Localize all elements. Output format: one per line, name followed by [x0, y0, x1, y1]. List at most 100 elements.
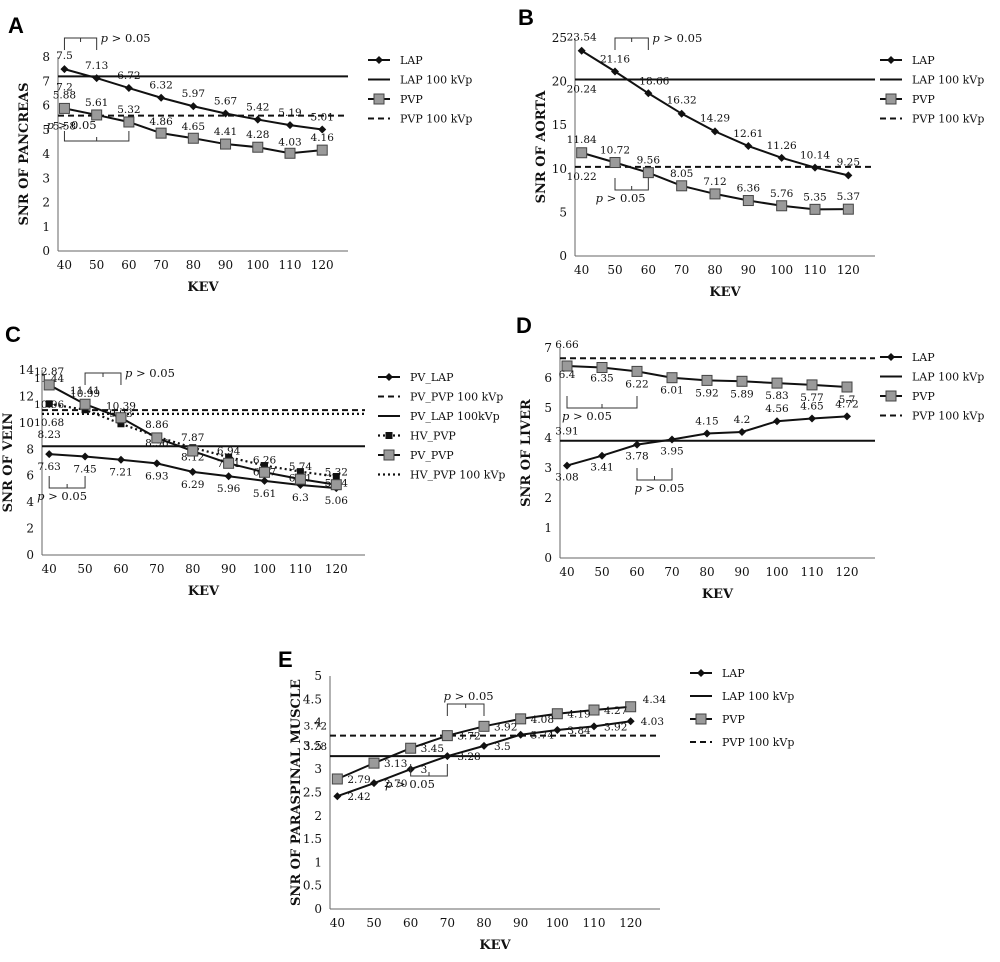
- data-label: 8.86: [145, 419, 169, 431]
- data-point: [187, 445, 199, 457]
- data-point: [563, 461, 571, 470]
- y-tick-label: 3.5: [303, 739, 322, 753]
- legend-entry: LAP: [912, 54, 935, 67]
- y-tick-label: 0: [314, 902, 322, 916]
- data-point: [644, 89, 653, 98]
- data-point: [318, 125, 327, 134]
- x-tick-label: 120: [311, 258, 334, 272]
- x-tick-label: 110: [801, 565, 824, 579]
- significance-bracket: [614, 178, 649, 191]
- data-label: 8.05: [670, 168, 693, 180]
- data-point: [284, 147, 296, 159]
- data-label: 5.32: [325, 467, 348, 479]
- data-label: 3.78: [625, 451, 648, 463]
- data-point: [58, 102, 70, 114]
- data-point: [151, 432, 163, 444]
- y-tick-label: 4: [42, 147, 50, 161]
- significance-label: p > 0.05: [47, 118, 97, 132]
- y-axis-title: SNR OF PARASPINAL MUSCLE: [289, 679, 304, 906]
- y-axis-title: SNR OF AORTA: [534, 90, 549, 204]
- data-label: 2.42: [347, 791, 370, 803]
- significance-label: p > 0.05: [125, 366, 175, 380]
- data-label: 23.54: [567, 32, 597, 44]
- data-point: [370, 779, 378, 788]
- y-tick-label: 6: [26, 469, 34, 483]
- data-label: 6.32: [149, 80, 172, 92]
- x-tick-label: 60: [641, 263, 656, 277]
- data-label: 3.95: [660, 446, 683, 458]
- data-label: 5.88: [53, 89, 76, 101]
- x-tick-label: 110: [583, 916, 606, 930]
- data-label: 7.45: [73, 464, 96, 476]
- data-point: [480, 741, 488, 750]
- x-tick-label: 110: [289, 562, 312, 576]
- data-label: 5.89: [730, 388, 753, 400]
- y-tick-label: 0.5: [303, 879, 322, 893]
- y-tick-label: 1: [42, 220, 50, 234]
- data-point: [81, 406, 89, 414]
- x-axis-title: KEV: [479, 938, 511, 953]
- legend-entry: PVP: [912, 93, 935, 106]
- data-label: 3.28: [457, 751, 480, 763]
- data-point: [221, 109, 230, 118]
- legend-entry: PVP 100 kVp: [912, 410, 984, 423]
- data-label: 7.12: [703, 176, 726, 188]
- data-label: 4.41: [214, 126, 237, 138]
- x-tick-label: 40: [574, 263, 589, 277]
- data-label: 6.4: [559, 369, 576, 381]
- data-label: 3.08: [555, 472, 578, 484]
- data-point: [626, 717, 635, 726]
- data-label: 5.32: [117, 104, 140, 116]
- x-tick-label: 70: [674, 263, 689, 277]
- legend-marker: [885, 390, 897, 402]
- data-label: 5.7: [839, 394, 856, 406]
- data-label: 5.67: [214, 96, 237, 108]
- data-point: [841, 381, 853, 393]
- legend-entry: PVP 100 kVp: [722, 736, 794, 749]
- data-label: 6.72: [117, 70, 140, 82]
- data-point: [771, 377, 783, 389]
- x-tick-label: 90: [734, 565, 749, 579]
- data-label: 4.27: [604, 705, 627, 717]
- x-axis-title: KEV: [188, 584, 220, 599]
- data-point: [701, 374, 713, 386]
- data-label: 5.77: [800, 392, 823, 404]
- data-point: [45, 450, 54, 459]
- x-tick-label: 50: [77, 562, 92, 576]
- data-point: [611, 67, 619, 76]
- y-tick-label: 6: [544, 371, 552, 385]
- y-tick-label: 0: [26, 548, 34, 562]
- significance-label: p > 0.05: [101, 31, 151, 45]
- legend-marker: [385, 373, 393, 381]
- data-label: 6.36: [737, 183, 761, 195]
- y-tick-label: 2: [42, 196, 50, 210]
- data-label: 4.56: [765, 403, 789, 415]
- data-point: [261, 462, 269, 470]
- data-point: [81, 452, 90, 461]
- data-label: 4.15: [695, 416, 718, 428]
- data-label: 11.84: [567, 134, 597, 146]
- x-tick-label: 120: [325, 562, 348, 576]
- reference-line-label: 10.68: [34, 417, 64, 429]
- significance-label: p > 0.05: [444, 689, 494, 703]
- data-point: [332, 473, 340, 481]
- data-label: 5.42: [246, 102, 269, 114]
- legend-entry: LAP 100 kVp: [912, 74, 984, 87]
- data-point: [330, 479, 342, 491]
- y-tick-label: 2: [314, 809, 322, 823]
- y-tick-label: 3: [314, 762, 322, 776]
- data-point: [588, 704, 600, 716]
- data-point: [286, 121, 294, 130]
- data-point: [577, 46, 586, 55]
- y-tick-label: 8: [26, 442, 34, 456]
- x-tick-label: 90: [221, 562, 236, 576]
- legend-entry: LAP 100 kVp: [912, 371, 984, 384]
- data-point: [809, 203, 821, 215]
- data-point: [368, 757, 380, 769]
- legend-entry: PVP 100 kVp: [400, 113, 472, 126]
- reference-line-label: 8.23: [37, 429, 60, 441]
- panel-e: E 0 0.5 1 1.5 2 2.5 3 3.5 4 4.5 5 40 50 60 70 80 90 100 110…: [278, 647, 794, 953]
- panel-c: C 0 2 4 6 8 10 12 14 40 50 60 70 80 90 100 110 120 KEV SNR …: [1, 322, 505, 599]
- x-tick-label: 80: [707, 263, 722, 277]
- data-label: 10.14: [800, 150, 830, 162]
